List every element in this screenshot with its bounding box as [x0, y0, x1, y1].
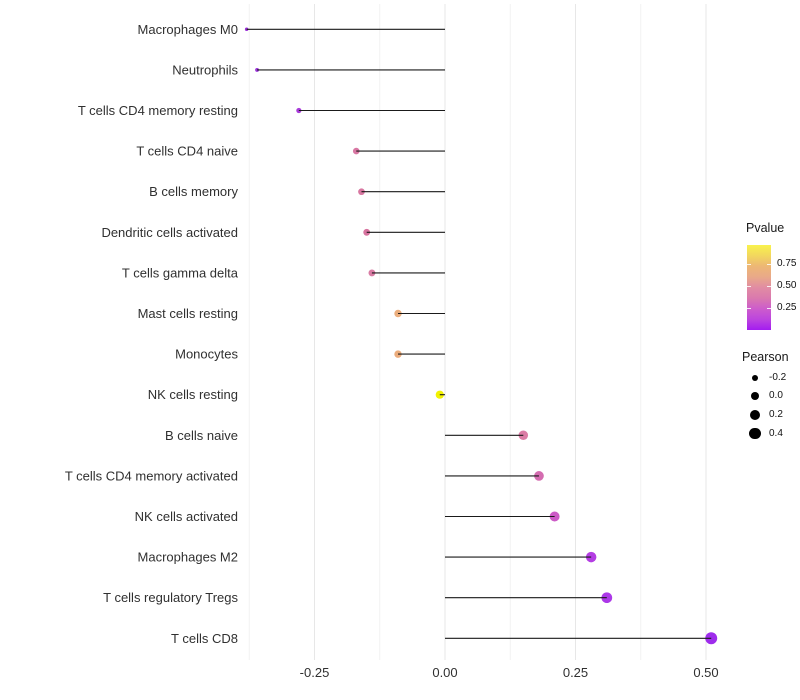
x-axis-tick-label: 0.25: [563, 665, 588, 680]
legend-pvalue-title: Pvalue: [746, 221, 785, 235]
lollipop-dot: [534, 471, 544, 481]
pearson-legend-dot: [751, 374, 759, 381]
y-axis-label: T cells regulatory Tregs: [103, 590, 238, 605]
pvalue-colorbar: [747, 245, 771, 330]
colorbar-tick-mark: [767, 286, 771, 288]
colorbar-tick-mark: [747, 308, 751, 310]
colorbar-tick-label: 0.50: [777, 280, 797, 292]
y-axis-label: Dendritic cells activated: [101, 225, 238, 240]
y-axis-label: T cells gamma delta: [122, 265, 239, 280]
x-axis-tick-label: -0.25: [300, 665, 330, 680]
colorbar-tick-mark: [767, 308, 771, 310]
y-axis-label: Macrophages M0: [138, 22, 238, 37]
y-axis-label: B cells memory: [149, 184, 238, 199]
colorbar-tick-mark: [747, 286, 751, 288]
colorbar-tick-mark: [747, 264, 751, 266]
y-axis-label: T cells CD8: [171, 631, 238, 646]
y-axis-label: Monocytes: [175, 347, 238, 362]
y-axis-label: T cells CD4 naive: [136, 144, 238, 159]
pearson-legend-dot: [749, 427, 761, 440]
colorbar-tick-label: 0.75: [777, 258, 797, 270]
y-axis-label: NK cells activated: [135, 509, 238, 524]
x-axis-tick-label: 0.50: [693, 665, 718, 680]
pearson-legend-label: 0.0: [769, 390, 783, 402]
pearson-legend-dot: [750, 409, 760, 420]
pearson-legend-dot: [750, 392, 760, 401]
y-axis-label: Mast cells resting: [138, 306, 238, 321]
colorbar-tick-label: 0.25: [777, 302, 797, 314]
y-axis-label: NK cells resting: [148, 387, 238, 402]
x-axis-tick-label: 0.00: [432, 665, 457, 680]
y-axis-label: Neutrophils: [172, 62, 238, 77]
legend-pearson-title: Pearson: [742, 350, 789, 364]
y-axis-label: T cells CD4 memory resting: [78, 103, 238, 118]
y-axis-label: Macrophages M2: [138, 550, 238, 565]
colorbar-tick-mark: [767, 264, 771, 266]
y-axis-label: B cells naive: [165, 428, 238, 443]
pearson-legend-label: 0.2: [769, 408, 783, 420]
lollipop-dot: [601, 592, 613, 604]
pearson-legend-label: 0.4: [769, 427, 783, 439]
pearson-legend-label: -0.2: [769, 371, 787, 383]
y-axis-label: T cells CD4 memory activated: [65, 468, 238, 483]
